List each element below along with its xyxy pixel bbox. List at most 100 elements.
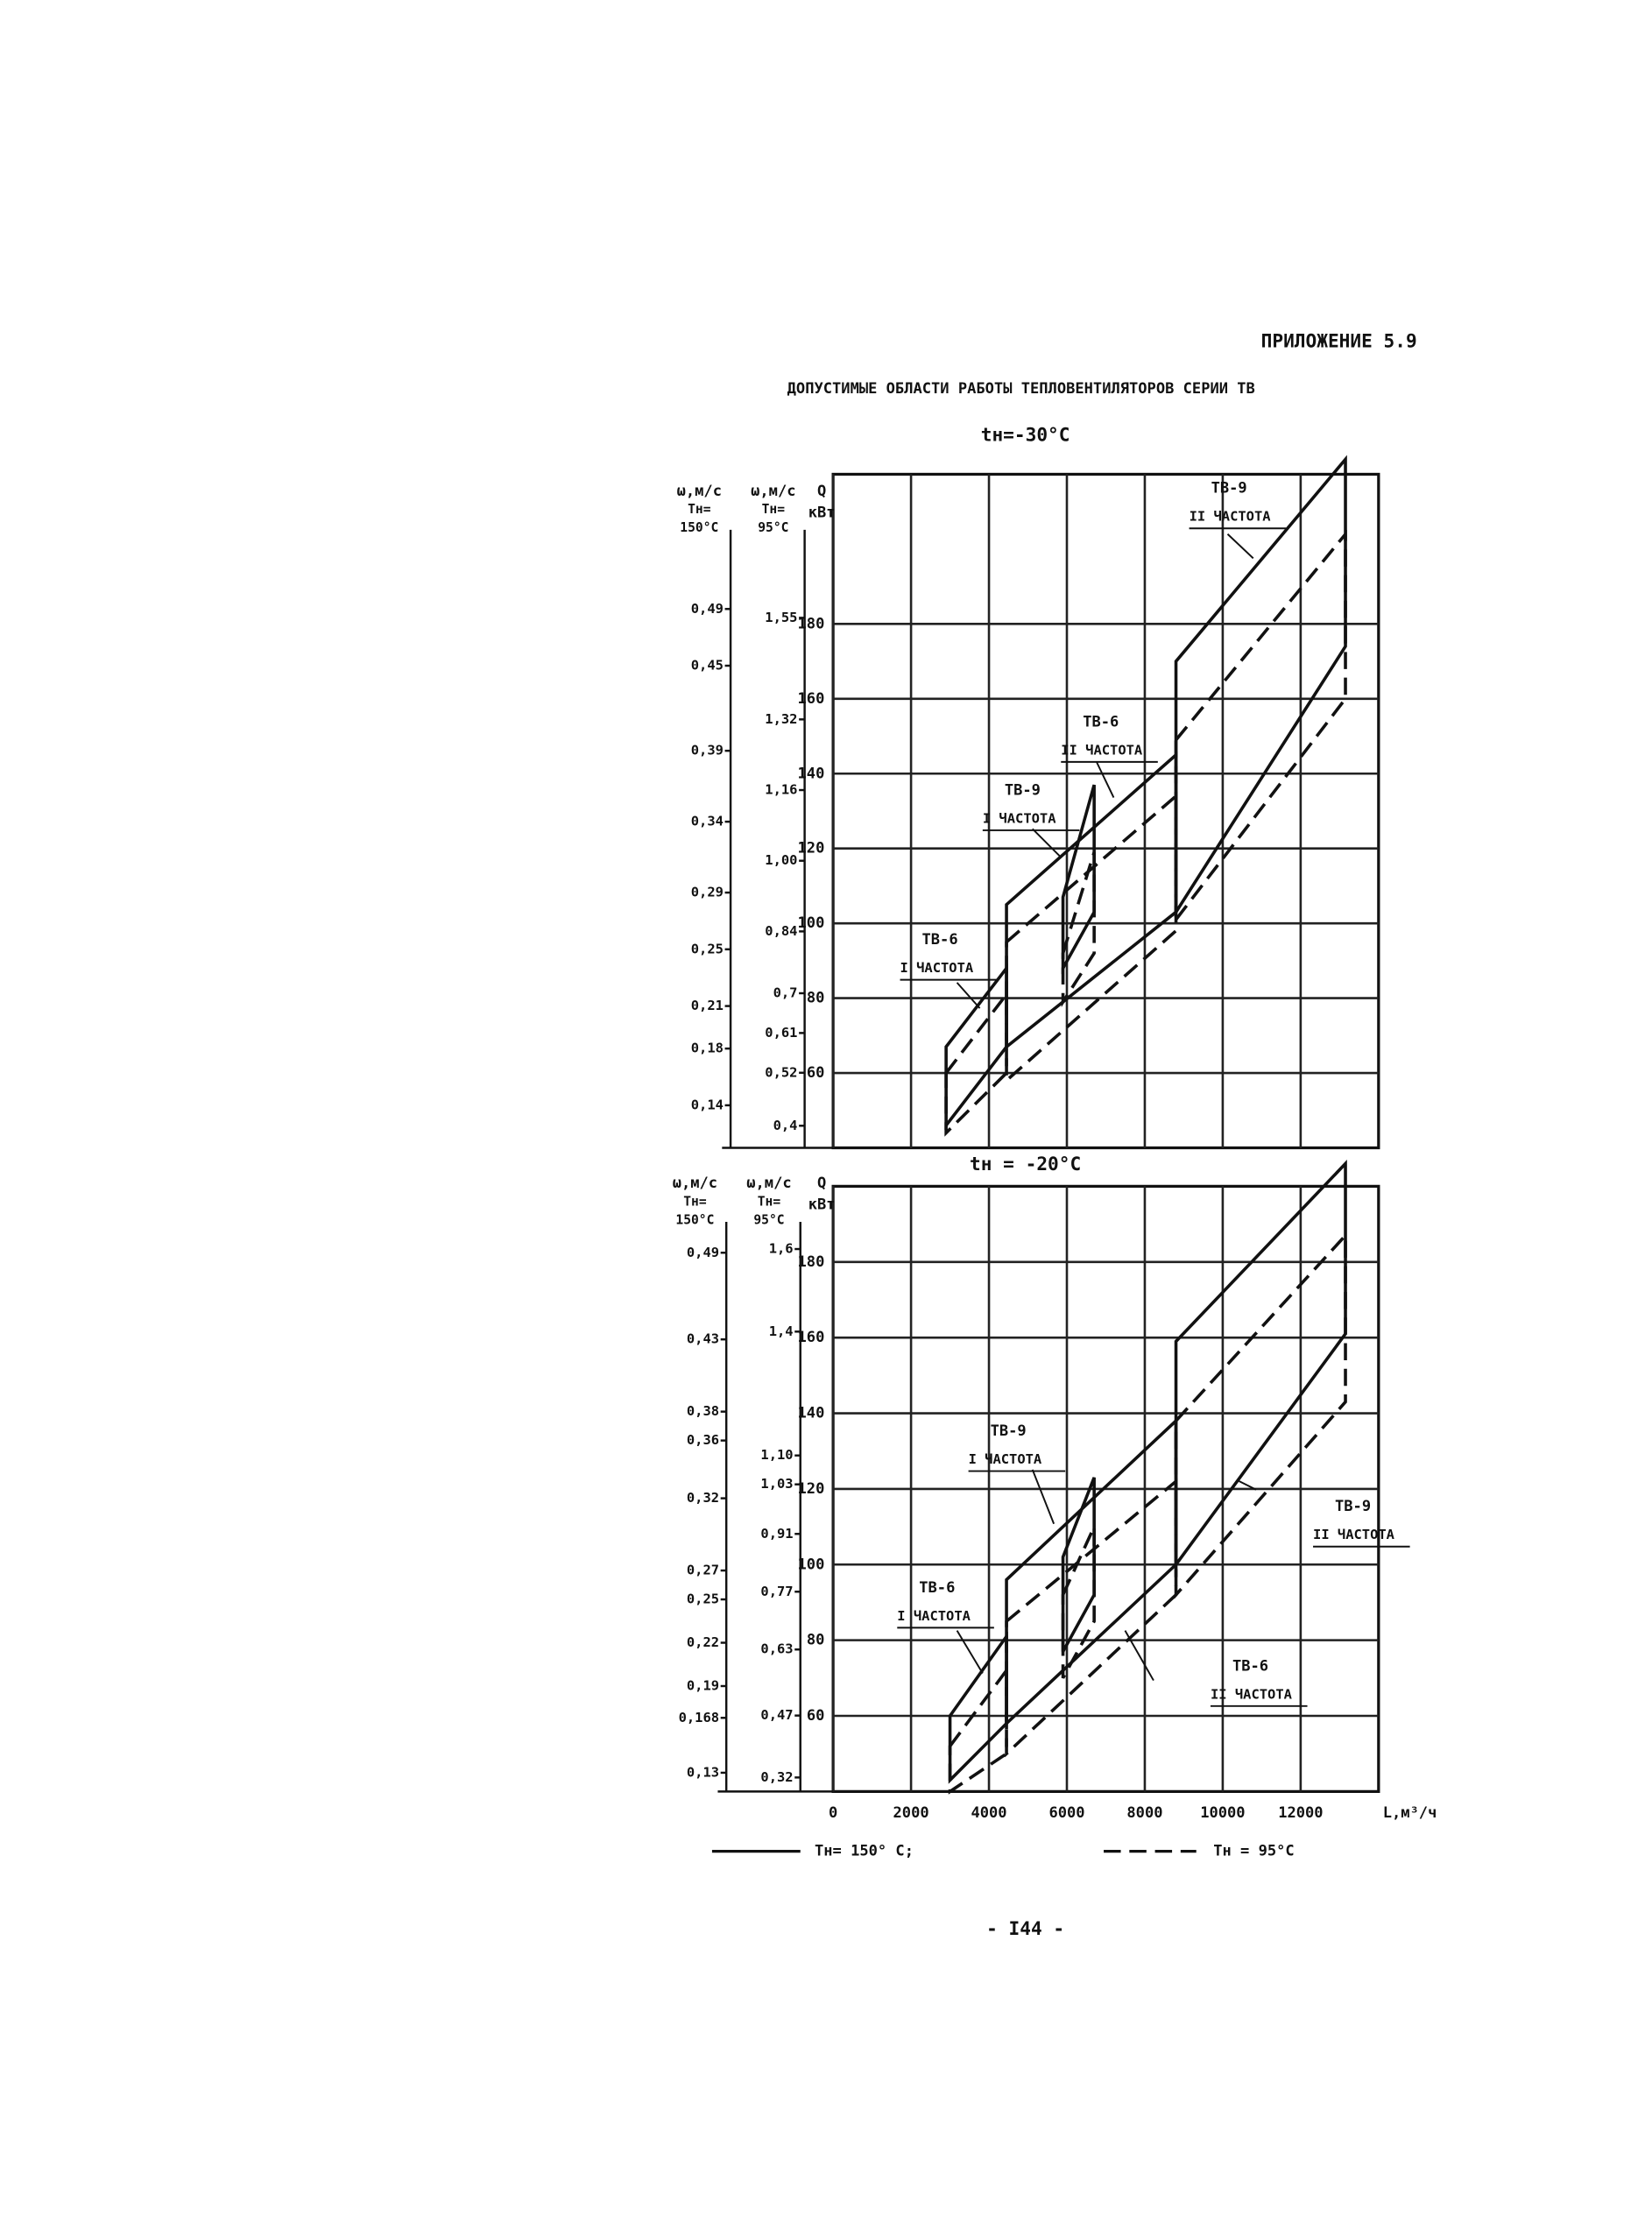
legend-label: Тн= 150° С; <box>815 1843 914 1860</box>
chart-subtitle: tн = -20°С <box>970 1153 1081 1175</box>
y-tick-label: 60 <box>807 1064 825 1082</box>
axis2-tick-label: 0,19 <box>687 1677 719 1693</box>
axis2-tick-label: 0,34 <box>691 814 724 829</box>
y-axis-label: Q <box>817 1175 826 1192</box>
axis2-tick-label: 1,55 <box>765 610 797 625</box>
axis2-tick-label: 0,45 <box>691 658 724 674</box>
axis2-tick-label: 0,13 <box>687 1764 719 1780</box>
leader-line <box>1226 533 1254 560</box>
axis2-tick-label: 0,91 <box>760 1526 793 1542</box>
axis2-tick-label: 0,22 <box>687 1634 719 1650</box>
axis2-tick-label: 0,21 <box>691 998 724 1013</box>
appendix-header: ПРИЛОЖЕНИЕ 5.9 <box>1261 329 1417 351</box>
region-solid <box>1174 1160 1347 1570</box>
region-solid <box>1174 455 1347 918</box>
document-title: ДОПУСТИМЫЕ ОБЛАСТИ РАБОТЫ ТЕПЛОВЕНТИЛЯТО… <box>787 380 1255 398</box>
region-label: I ЧАСТОТА <box>897 1608 971 1624</box>
axis2-label: ω,м/с <box>673 1175 717 1192</box>
y-tick-label: 160 <box>798 1329 825 1346</box>
axis2-tick-label: 0,14 <box>691 1097 724 1112</box>
x-tick-label: 6000 <box>1048 1804 1084 1822</box>
axis2-tick-label: 0,18 <box>691 1041 724 1056</box>
y-tick-label: 120 <box>798 840 825 857</box>
axis2-tick-label: 0,36 <box>687 1432 719 1448</box>
axis2-label: Tн= <box>683 1194 707 1209</box>
axis2-label: 95°С <box>758 520 788 535</box>
axis2-tick-label: 0,61 <box>765 1025 797 1041</box>
region-dashed <box>1005 1478 1178 1758</box>
leader-line <box>1239 1480 1257 1491</box>
region-label: ТВ-6 <box>919 1579 955 1597</box>
region-dashed <box>1061 851 1096 1007</box>
x-tick-label: 8000 <box>1126 1804 1162 1822</box>
axis2-label: Tн= <box>688 502 711 517</box>
region-label: II ЧАСТОТА <box>1190 509 1272 525</box>
y-tick-label: 80 <box>807 1632 825 1649</box>
plot-frame <box>831 472 1380 1150</box>
region-dashed <box>1174 1231 1347 1599</box>
leader-line <box>956 1630 984 1674</box>
region-label: II ЧАСТОТА <box>1313 1527 1395 1542</box>
axis2-tick-label: 0,27 <box>687 1563 719 1578</box>
axis2-tick-label: 1,10 <box>760 1447 793 1463</box>
axis2-tick-label: 1,00 <box>765 852 797 868</box>
axis2-label: Tн= <box>758 1194 781 1209</box>
y-axis-label: кВт <box>808 504 836 521</box>
axis2-tick-label: 1,16 <box>765 782 797 798</box>
axis2-label: ω,м/с <box>751 483 795 500</box>
axis2-label: 150°С <box>680 520 718 535</box>
region-label: ТВ-9 <box>991 1422 1027 1440</box>
leader-line <box>1031 1469 1055 1525</box>
region-label: ТВ-9 <box>1005 781 1041 799</box>
x-tick-label: 0 <box>829 1804 837 1822</box>
x-tick-label: 10000 <box>1200 1804 1245 1822</box>
axis2-tick-label: 1,4 <box>769 1323 794 1339</box>
axis2-tick-label: 0,49 <box>687 1245 719 1260</box>
axis2-tick-label: 0,77 <box>760 1584 793 1599</box>
x-tick-label: 2000 <box>893 1804 929 1822</box>
leader-line <box>956 982 981 1009</box>
y-axis-label: Q <box>817 483 826 500</box>
y-tick-label: 140 <box>798 1405 825 1422</box>
x-tick-label: 4000 <box>971 1804 1006 1822</box>
axis2-label: 95°С <box>753 1212 784 1227</box>
region-dashed <box>944 990 1008 1137</box>
y-tick-label: 160 <box>798 690 825 708</box>
axis2-tick-label: 0,43 <box>687 1331 719 1347</box>
region-dashed <box>948 1665 1008 1795</box>
axis2-label: 150°С <box>675 1212 714 1227</box>
axis2-tick-label: 0,38 <box>687 1403 719 1419</box>
y-axis-label: кВт <box>808 1196 836 1214</box>
y-tick-label: 140 <box>798 765 825 782</box>
axis2-tick-label: 0,49 <box>691 601 724 617</box>
region-label: ТВ-9 <box>1335 1498 1371 1515</box>
axis2-tick-label: 1,6 <box>769 1241 794 1257</box>
y-tick-label: 60 <box>807 1707 825 1725</box>
leader-line <box>1032 828 1062 858</box>
axis2-tick-label: 0,168 <box>679 1710 719 1725</box>
axis2-tick-label: 0,63 <box>760 1641 793 1657</box>
region-label: II ЧАСТОТА <box>1061 742 1143 758</box>
region-dashed <box>1005 792 1178 1084</box>
y-tick-label: 80 <box>807 990 825 1007</box>
region-label: I ЧАСТОТА <box>969 1451 1042 1467</box>
axis2-tick-label: 0,25 <box>691 941 724 956</box>
x-axis-label: L,м³/ч <box>1383 1804 1437 1822</box>
region-label: I ЧАСТОТА <box>983 810 1056 826</box>
axis2-tick-label: 0,47 <box>760 1707 793 1723</box>
region-dashed <box>1061 1526 1096 1679</box>
axis2-tick-label: 0,29 <box>691 885 724 900</box>
y-tick-label: 120 <box>798 1480 825 1498</box>
region-label: II ЧАСТОТА <box>1211 1686 1293 1702</box>
axis2-tick-label: 0,32 <box>687 1490 719 1506</box>
chart-subtitle: tн=-30°С <box>981 424 1070 446</box>
axis2-tick-label: 1,03 <box>760 1476 793 1492</box>
region-dashed <box>1174 529 1347 925</box>
axis2-tick-label: 1,32 <box>765 711 797 727</box>
x-tick-label: 12000 <box>1278 1804 1323 1822</box>
axis2-tick-label: 0,32 <box>760 1769 793 1785</box>
y-tick-label: 180 <box>798 1253 825 1271</box>
legend-label: Тн = 95°С <box>1213 1843 1294 1860</box>
